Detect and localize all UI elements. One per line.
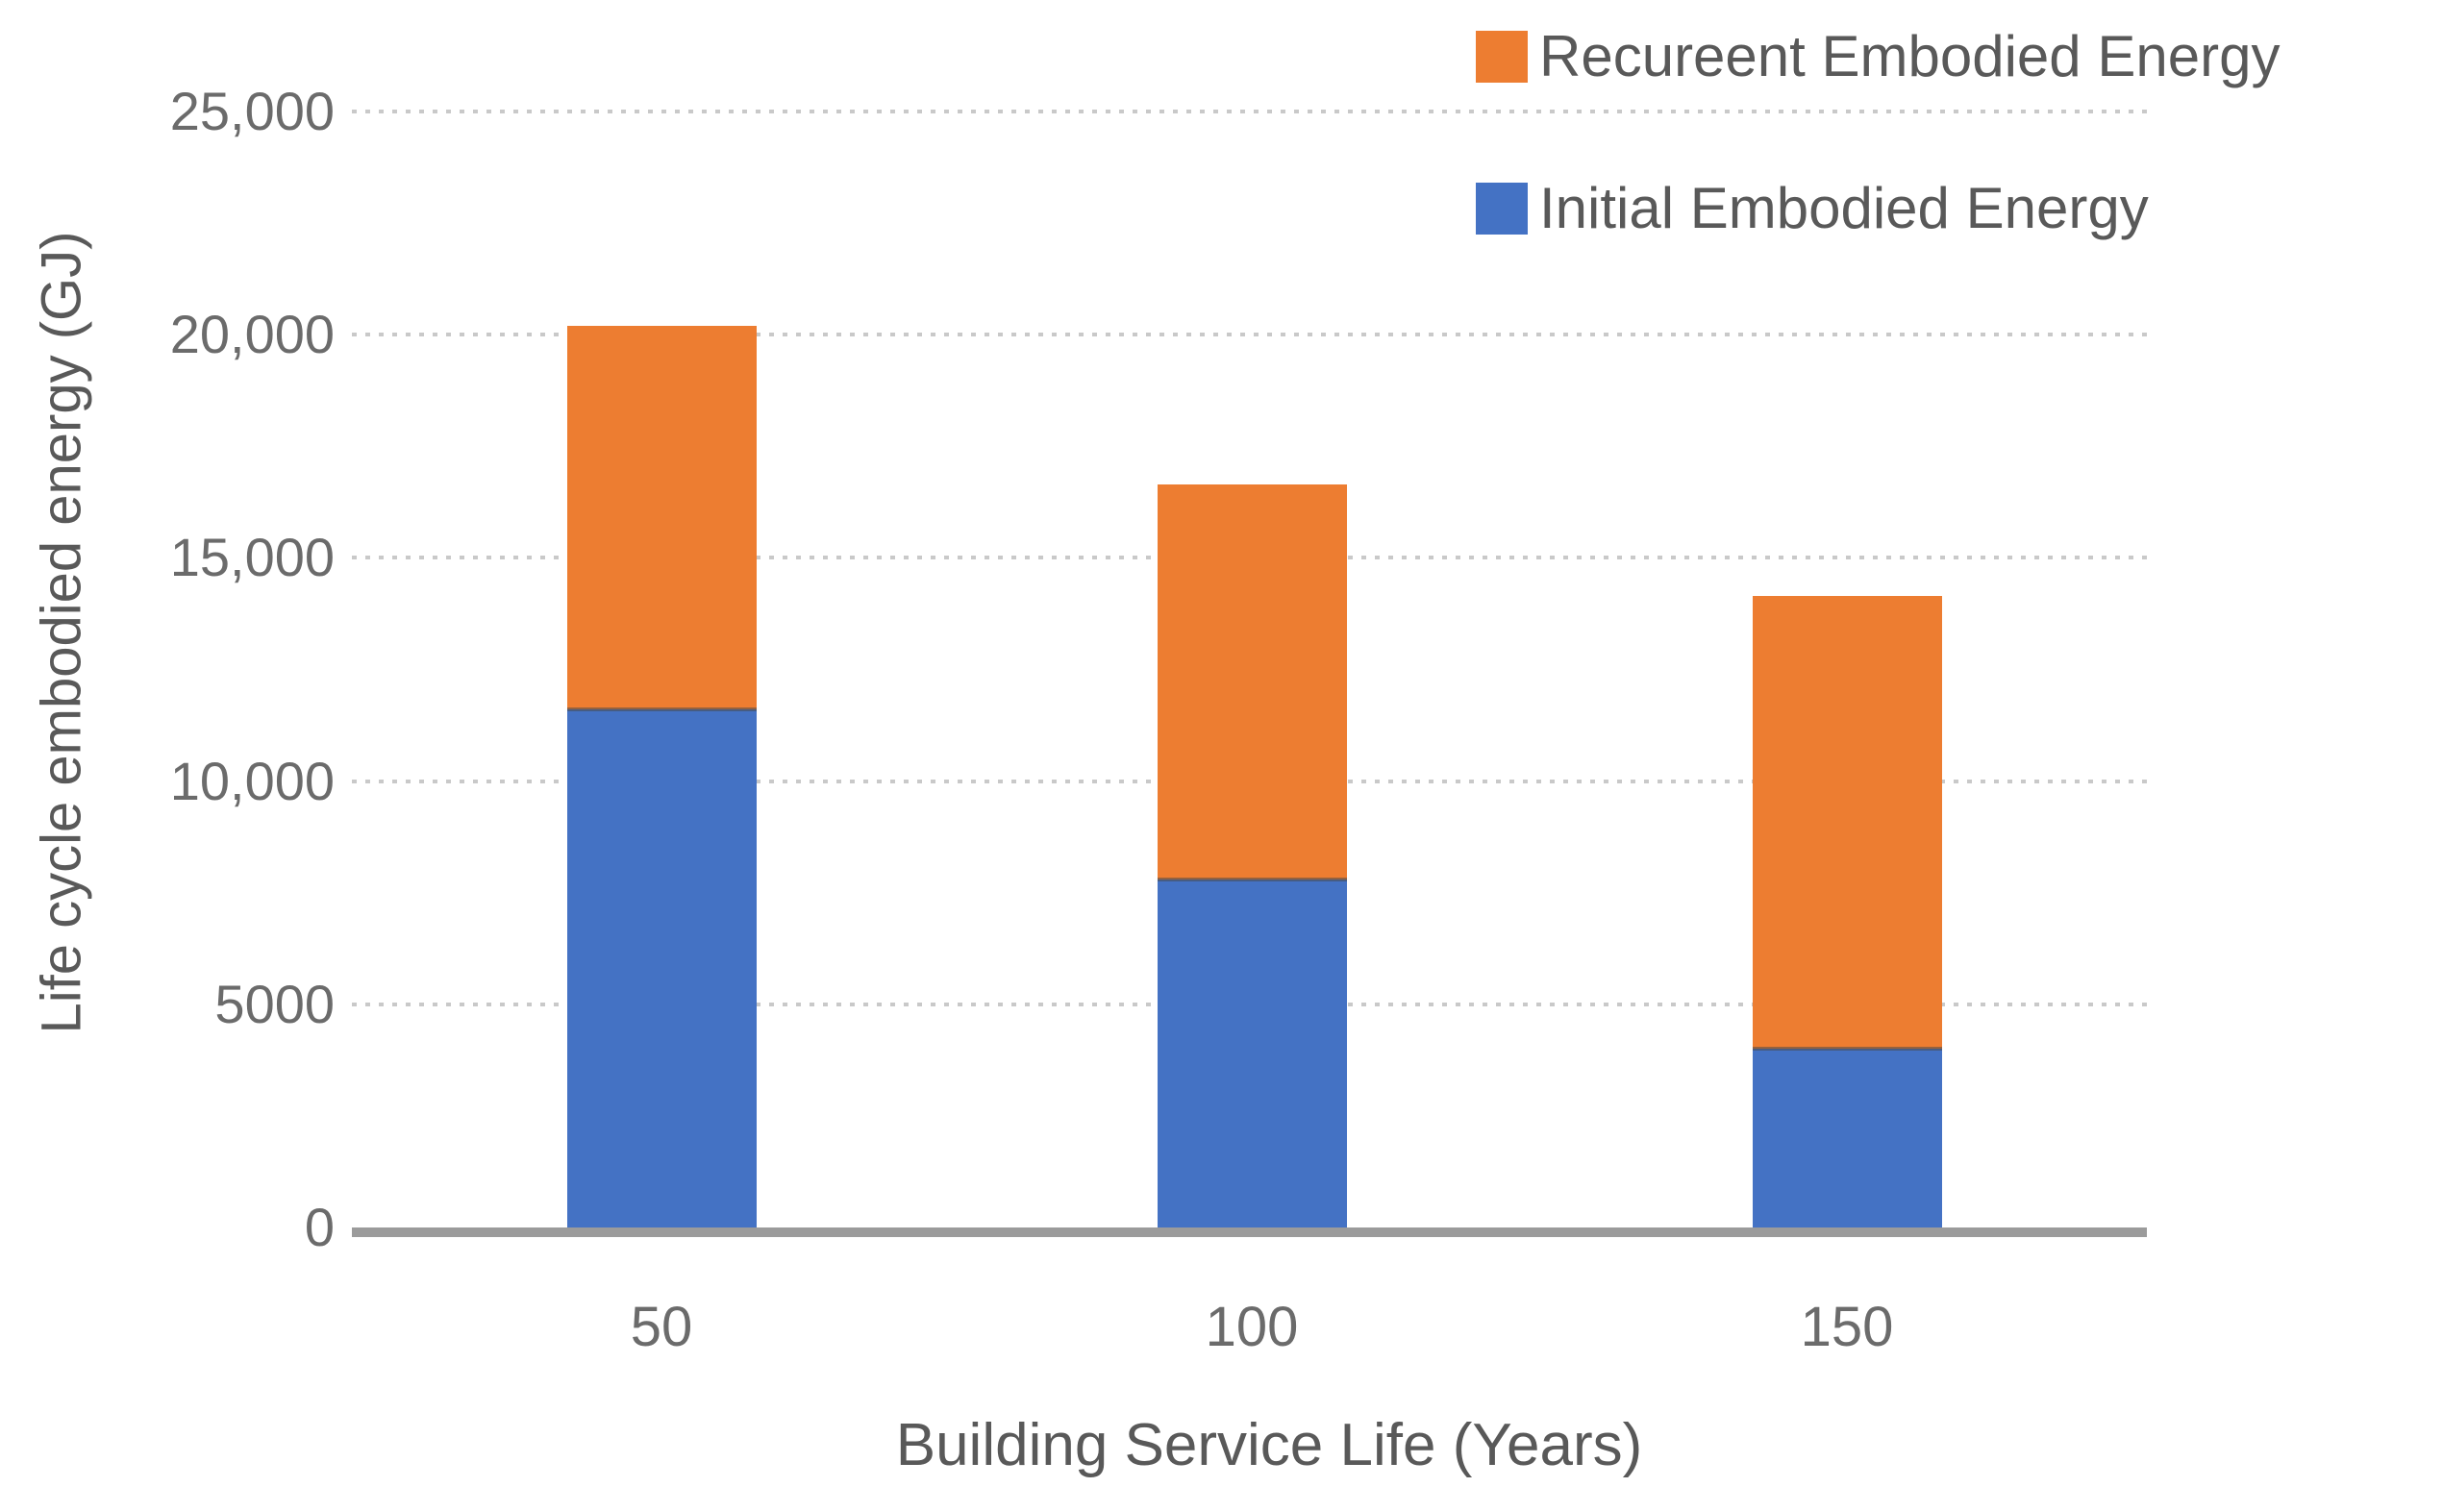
- legend-swatch-icon: [1476, 31, 1528, 83]
- y-axis-tick-label: 20,000: [169, 304, 335, 365]
- segment-divider: [566, 707, 757, 712]
- legend-item: Recureent Embodied Energy: [1476, 25, 2280, 88]
- x-axis-tick-label: 150: [1800, 1296, 1894, 1358]
- legend-item: Initial Embodied Energy: [1476, 177, 2149, 240]
- segment-divider: [1157, 877, 1347, 881]
- bar-segment-initial-150: [1752, 1049, 1942, 1227]
- legend-label: Initial Embodied Energy: [1539, 176, 2149, 240]
- x-axis-tick-label: 50: [630, 1296, 693, 1358]
- y-axis-tick-label: 0: [304, 1197, 335, 1257]
- legend-swatch-icon: [1476, 183, 1528, 235]
- segment-divider: [1752, 1047, 1942, 1052]
- gridline-25000: [352, 110, 2147, 113]
- y-axis-tick-label: 10,000: [169, 750, 335, 811]
- x-axis-title: Building Service Life (Years): [895, 1412, 1643, 1478]
- y-axis-tick-label: 15,000: [169, 527, 335, 588]
- bar-segment-initial-50: [566, 709, 757, 1227]
- y-axis-title: Life cycle embodied energy (GJ): [30, 231, 93, 1034]
- x-axis-tick-label: 100: [1205, 1296, 1299, 1358]
- bar-segment-initial-100: [1157, 879, 1347, 1227]
- bar-segment-recurrent-50: [566, 325, 757, 710]
- bar-segment-recurrent-100: [1157, 483, 1347, 880]
- gridline-20000: [352, 333, 2147, 337]
- bar-segment-recurrent-150: [1752, 595, 1942, 1050]
- y-axis-tick-label: 25,000: [169, 81, 335, 141]
- x-axis-line: [352, 1227, 2147, 1237]
- y-axis-tick-label: 5000: [214, 973, 335, 1034]
- legend-label: Recureent Embodied Energy: [1539, 24, 2281, 88]
